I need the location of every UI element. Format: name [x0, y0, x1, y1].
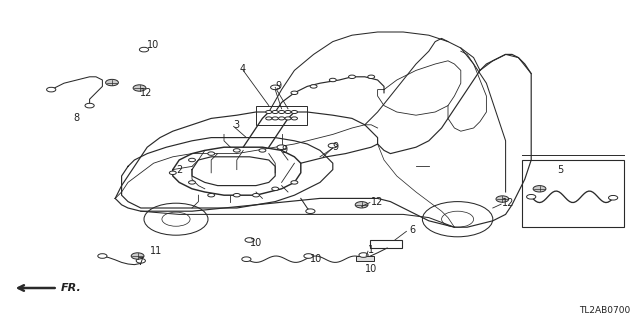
Text: 9: 9: [275, 81, 282, 92]
Circle shape: [355, 202, 368, 208]
Circle shape: [277, 145, 286, 149]
Text: 10: 10: [365, 264, 377, 274]
Text: 9: 9: [333, 142, 339, 152]
Text: 12: 12: [371, 196, 383, 207]
Circle shape: [330, 78, 336, 82]
Circle shape: [131, 253, 144, 259]
Bar: [356, 256, 374, 261]
Circle shape: [278, 110, 285, 114]
Circle shape: [272, 117, 278, 120]
Circle shape: [189, 158, 195, 162]
Circle shape: [368, 75, 374, 78]
Text: FR.: FR.: [61, 283, 81, 293]
Circle shape: [304, 254, 313, 258]
Circle shape: [291, 91, 298, 94]
Circle shape: [272, 110, 278, 114]
Circle shape: [234, 149, 240, 152]
Circle shape: [285, 117, 291, 120]
Circle shape: [306, 209, 315, 213]
Text: 10: 10: [250, 238, 262, 248]
Circle shape: [85, 103, 94, 108]
Text: TL2AB0700: TL2AB0700: [579, 306, 630, 315]
Circle shape: [133, 85, 146, 91]
Text: 12: 12: [502, 198, 515, 208]
Circle shape: [266, 110, 272, 114]
Circle shape: [170, 171, 176, 174]
Circle shape: [208, 194, 214, 197]
Text: 5: 5: [557, 164, 563, 175]
Circle shape: [208, 152, 214, 155]
Circle shape: [266, 117, 272, 120]
Circle shape: [242, 257, 251, 261]
Circle shape: [527, 195, 536, 199]
Circle shape: [259, 149, 266, 152]
Circle shape: [496, 196, 509, 202]
Circle shape: [140, 47, 148, 52]
Text: 4: 4: [240, 64, 246, 74]
Text: 6: 6: [410, 225, 416, 236]
Text: 8: 8: [74, 113, 80, 124]
Text: 11: 11: [150, 246, 163, 256]
Circle shape: [349, 75, 355, 78]
Bar: [522, 160, 624, 227]
Circle shape: [245, 238, 254, 242]
Circle shape: [271, 85, 280, 90]
Circle shape: [278, 117, 285, 120]
Circle shape: [106, 79, 118, 86]
Circle shape: [609, 196, 618, 200]
Text: 9: 9: [282, 145, 288, 156]
Bar: [370, 240, 402, 248]
Circle shape: [189, 181, 195, 184]
Bar: [256, 106, 307, 125]
Text: 3: 3: [234, 120, 240, 130]
Text: 1: 1: [368, 244, 374, 255]
Circle shape: [234, 194, 240, 197]
Text: 7: 7: [138, 257, 144, 268]
Text: 10: 10: [147, 40, 159, 50]
Circle shape: [291, 117, 298, 120]
Circle shape: [285, 110, 291, 114]
Text: 2: 2: [176, 164, 182, 175]
Text: 10: 10: [310, 254, 323, 264]
Circle shape: [359, 253, 368, 257]
Circle shape: [47, 87, 56, 92]
Circle shape: [328, 143, 337, 148]
Circle shape: [533, 186, 546, 192]
Circle shape: [253, 194, 259, 197]
Circle shape: [136, 259, 145, 263]
Circle shape: [310, 85, 317, 88]
Circle shape: [98, 254, 107, 258]
Circle shape: [291, 110, 298, 114]
Text: 12: 12: [140, 88, 152, 98]
Circle shape: [291, 181, 298, 184]
Circle shape: [272, 187, 278, 190]
